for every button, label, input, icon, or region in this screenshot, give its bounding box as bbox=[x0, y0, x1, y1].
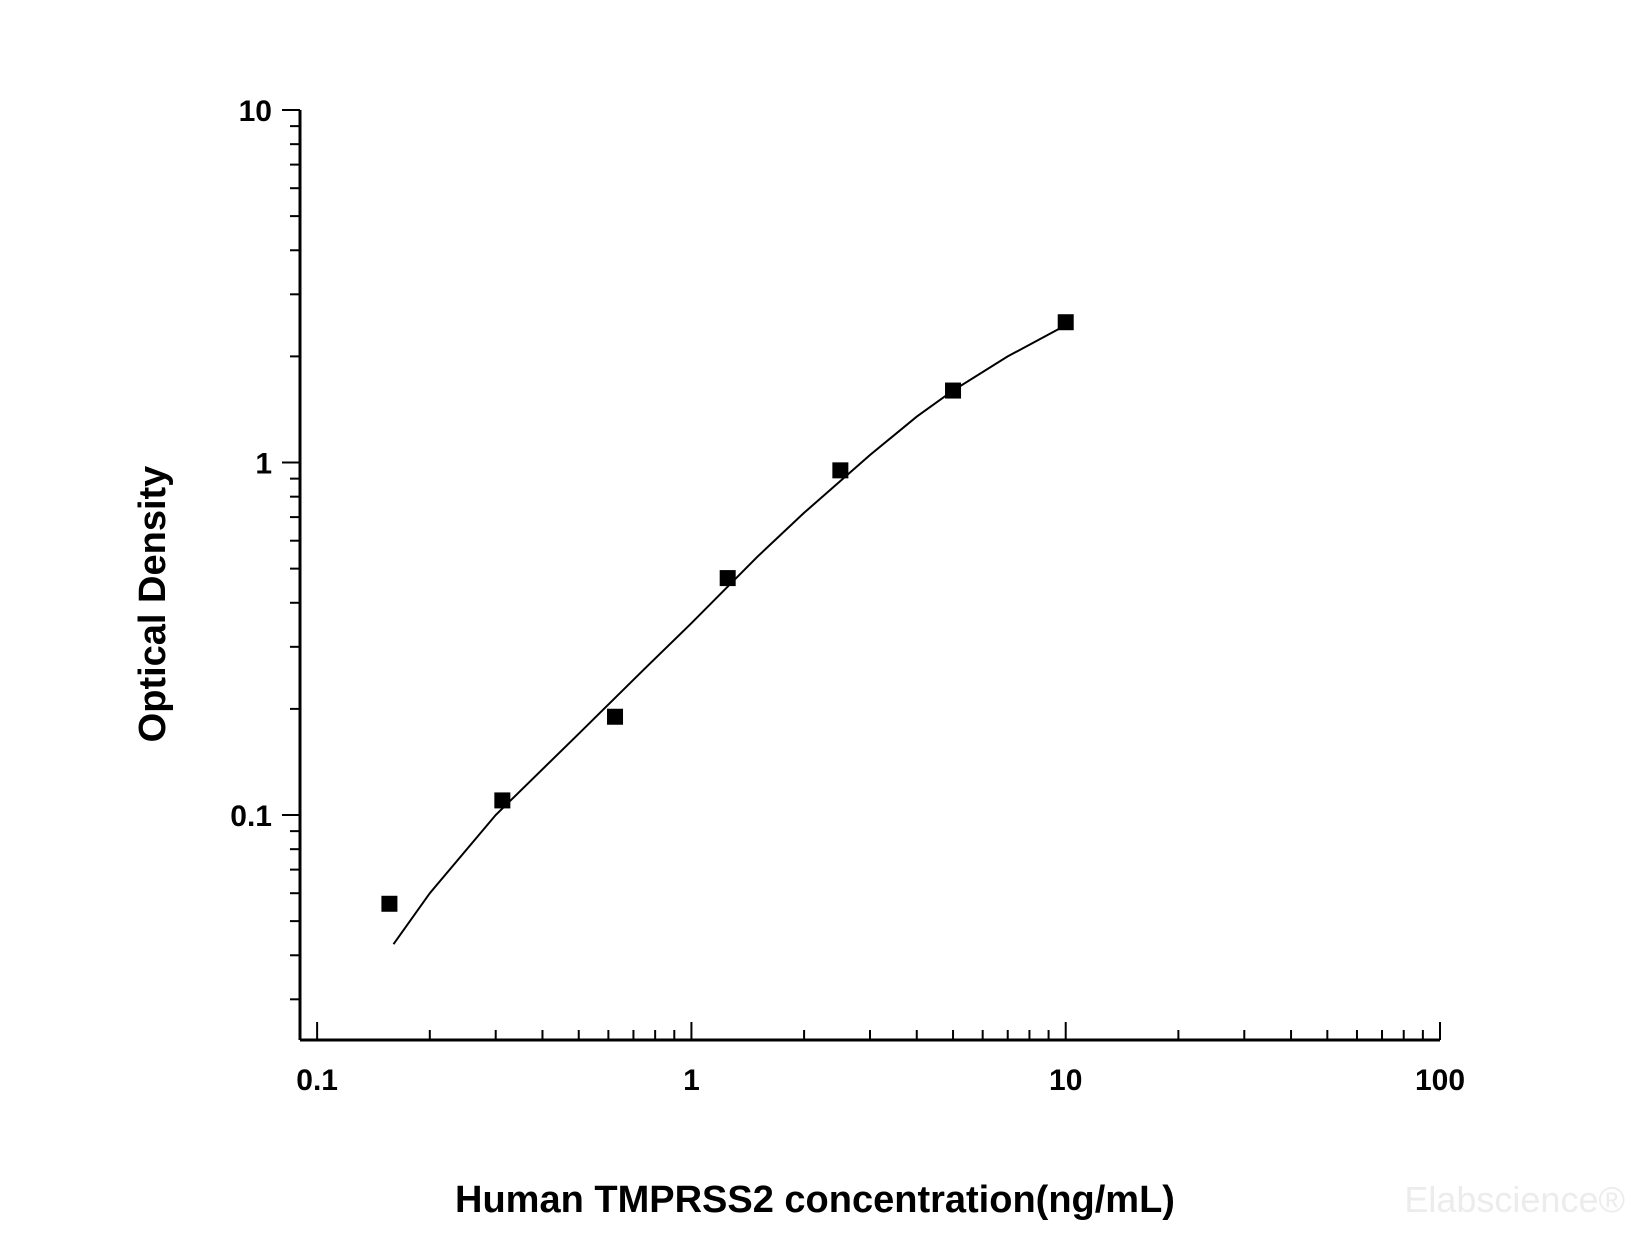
data-point bbox=[381, 895, 398, 912]
x-axis-title: Human TMPRSS2 concentration(ng/mL) bbox=[455, 1179, 1175, 1221]
y-tick-label: 1 bbox=[255, 448, 272, 481]
fit-curve-layer bbox=[392, 324, 1067, 945]
x-tick-label: 100 bbox=[1415, 1064, 1465, 1097]
data-points-layer bbox=[381, 314, 1074, 912]
data-point bbox=[832, 462, 849, 479]
x-tick-label: 10 bbox=[1049, 1064, 1082, 1097]
axes bbox=[282, 109, 1441, 1042]
data-point bbox=[945, 382, 962, 399]
x-tick-label: 1 bbox=[683, 1064, 700, 1097]
data-point bbox=[1057, 314, 1074, 331]
y-axis-title: Optical Density bbox=[132, 466, 174, 743]
y-tick-label: 10 bbox=[239, 95, 272, 128]
tick-labels-layer: 0.1 1 10 100 0.1 1 10 bbox=[230, 95, 1465, 1097]
y-tick-label: 0.1 bbox=[230, 800, 272, 833]
fit-curve bbox=[392, 324, 1067, 945]
x-tick-label: 0.1 bbox=[296, 1064, 338, 1097]
data-point bbox=[719, 570, 736, 587]
watermark-text: Elabscience® bbox=[1404, 1179, 1625, 1220]
data-point bbox=[607, 708, 624, 725]
data-point bbox=[494, 792, 511, 809]
